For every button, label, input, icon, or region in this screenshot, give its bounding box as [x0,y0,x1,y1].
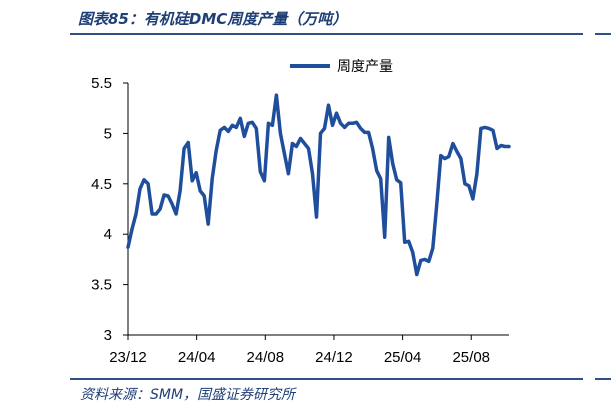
source-note: 资料来源：SMM，国盛证券研究所 [80,387,296,403]
x-tick-label: 24/08 [247,349,285,366]
bottom-rule-right [595,378,611,380]
bottom-rule [70,378,583,380]
series-line-weekly-output [126,93,511,277]
x-tick-label: 25/08 [452,349,490,366]
legend: 周度产量 [290,59,393,75]
x-tick-label: 24/04 [178,349,216,366]
x-tick-label: 23/12 [109,349,147,366]
x-ticks: 23/12 24/04 24/08 24/12 25/04 25/08 [109,335,490,366]
y-tick-label: 5 [104,125,112,142]
y-tick-label: 3 [104,327,112,344]
x-tick-label: 24/12 [315,349,353,366]
y-tick-label: 4.5 [91,176,112,193]
top-rule [70,33,583,35]
top-rule-right [595,33,611,35]
y-tick-label: 4 [104,226,112,243]
y-ticks: 3 3.5 4 4.5 5 5.5 [91,75,128,344]
figure-title: 图表85：有机硅DMC周度产量（万吨） [78,10,348,28]
x-tick-label: 25/04 [384,349,422,366]
y-tick-label: 3.5 [91,277,112,294]
legend-label: 周度产量 [337,59,393,75]
y-tick-label: 5.5 [91,75,112,92]
